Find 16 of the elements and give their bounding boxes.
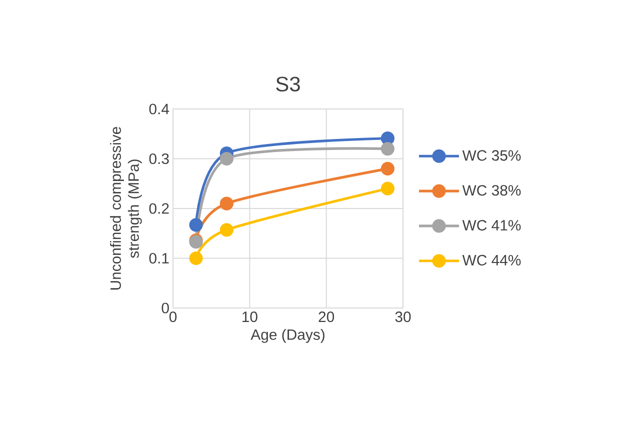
y-tick-label: 0.4 [149, 104, 170, 114]
legend-label: WC 44% [462, 254, 521, 266]
x-tick-label: 0 [169, 312, 177, 322]
x-axis-title: Age (Days) [250, 328, 324, 343]
x-tick-label: 10 [242, 312, 258, 322]
legend-label: WC 38% [462, 185, 521, 196]
y-tick-label: 0.2 [149, 203, 169, 214]
y-tick-label: 0.3 [149, 153, 169, 164]
legend-label: WC 35% [462, 150, 521, 161]
x-tick-label: 20 [318, 312, 334, 322]
legend-label: WC 41% [462, 220, 521, 231]
y-tick-label: 0.1 [149, 252, 169, 264]
x-tick-label: 30 [395, 312, 411, 322]
y-tick-label: 0 [162, 302, 169, 314]
chart-title: S3 [276, 76, 300, 92]
y-axis-title: Unconfined compressive strength (MPa) [110, 126, 142, 290]
